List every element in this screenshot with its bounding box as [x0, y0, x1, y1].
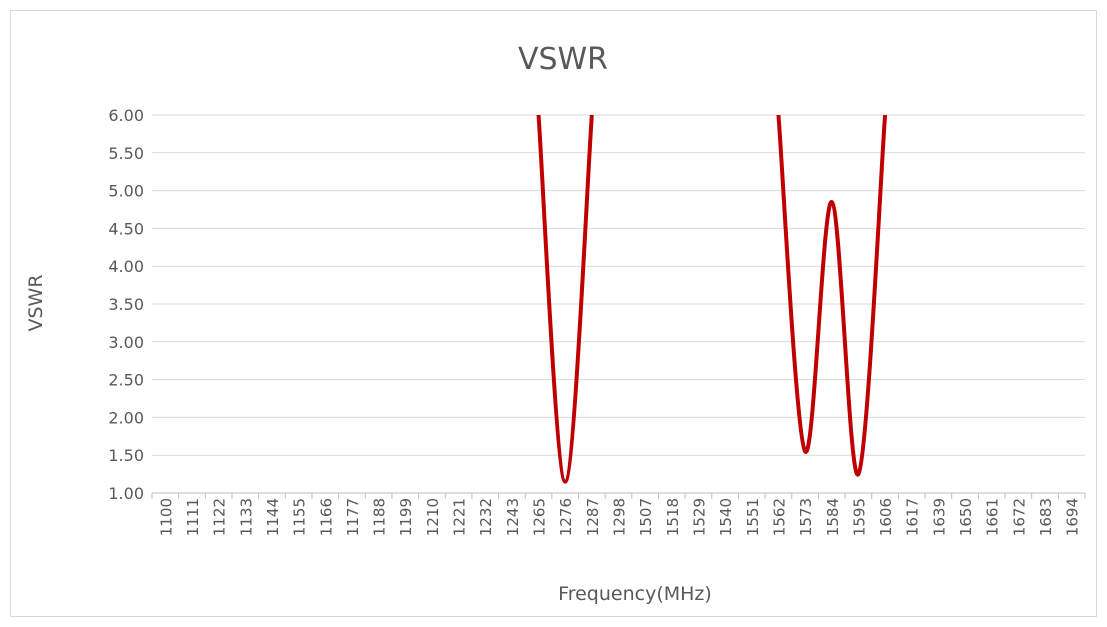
x-tick-label: 1584	[824, 498, 842, 536]
y-tick-label: 4.00	[108, 257, 144, 276]
y-tick-label: 3.50	[108, 295, 144, 314]
x-tick-label: 1683	[1037, 498, 1055, 536]
y-tick-label: 4.50	[108, 219, 144, 238]
chart-border	[10, 10, 1097, 617]
x-tick-label: 1287	[584, 498, 602, 536]
x-tick-label: 1243	[504, 498, 522, 536]
x-tick-label: 1166	[317, 498, 335, 536]
x-tick-label: 1265	[531, 498, 549, 536]
x-tick-label: 1133	[237, 498, 255, 536]
x-tick-label: 1639	[930, 498, 948, 536]
x-tick-label: 1276	[557, 498, 575, 536]
x-tick-label: 1551	[744, 498, 762, 536]
x-tick-label: 1529	[690, 498, 708, 536]
x-tick-label: 1694	[1064, 498, 1082, 536]
y-tick-label: 2.00	[108, 408, 144, 427]
x-tick-label: 1210	[424, 498, 442, 536]
x-tick-label: 1298	[611, 498, 629, 536]
x-tick-label: 1177	[344, 498, 362, 536]
x-tick-label: 1661	[984, 498, 1002, 536]
x-tick-label: 1100	[157, 498, 175, 536]
chart-title: VSWR	[518, 42, 608, 77]
y-tick-label: 1.50	[108, 446, 144, 465]
y-tick-label: 2.50	[108, 371, 144, 390]
x-tick-label: 1562	[770, 498, 788, 536]
x-tick-label: 1188	[371, 498, 389, 536]
x-tick-label: 1111	[184, 498, 202, 536]
x-tick-label: 1595	[850, 498, 868, 536]
x-axis-label: Frequency(MHz)	[558, 583, 712, 605]
x-tick-label: 1617	[904, 498, 922, 536]
x-tick-label: 1221	[451, 498, 469, 536]
y-tick-label: 3.00	[108, 333, 144, 352]
y-axis-label: VSWR	[25, 274, 47, 331]
x-tick-label: 1122	[211, 498, 229, 536]
x-tick-label: 1144	[264, 498, 282, 536]
x-tick-label: 1540	[717, 498, 735, 536]
x-tick-label: 1507	[637, 498, 655, 536]
y-tick-label: 5.00	[108, 182, 144, 201]
y-tick-label: 6.00	[108, 106, 144, 125]
y-tick-label: 5.50	[108, 144, 144, 163]
x-tick-label: 1518	[664, 498, 682, 536]
x-tick-label: 1573	[797, 498, 815, 536]
x-tick-label: 1672	[1010, 498, 1028, 536]
x-tick-label: 1232	[477, 498, 495, 536]
x-tick-label: 1606	[877, 498, 895, 536]
x-tick-label: 1650	[957, 498, 975, 536]
x-tick-label: 1199	[397, 498, 415, 536]
x-tick-label: 1155	[291, 498, 309, 536]
line-series	[776, 114, 888, 477]
y-tick-label: 1.00	[108, 484, 144, 503]
line-series	[536, 114, 594, 484]
